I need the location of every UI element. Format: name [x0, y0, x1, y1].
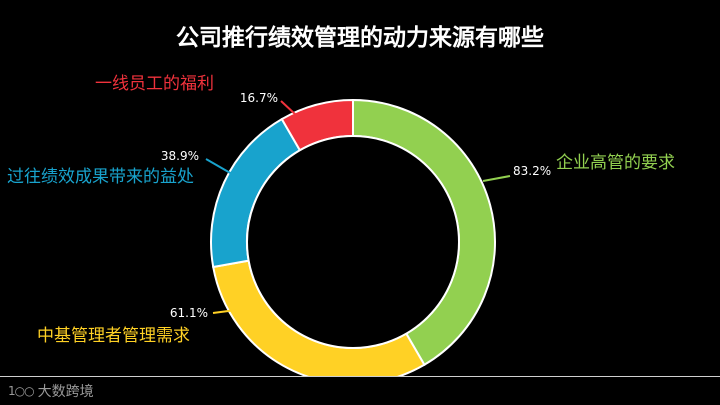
- footer-logo: 1○○ 大数跨境: [8, 380, 94, 402]
- leader-line: [212, 309, 237, 314]
- footer-divider: [0, 376, 720, 377]
- data-label: 83.2%: [513, 164, 551, 178]
- leader-line: [280, 100, 297, 116]
- category-label: 过往绩效成果带来的益处: [7, 167, 194, 187]
- logo-text: 大数跨境: [37, 384, 94, 400]
- data-label: 16.7%: [240, 91, 278, 105]
- leader-line: [482, 175, 511, 182]
- donut-hole: [246, 135, 460, 349]
- data-label: 38.9%: [161, 149, 199, 163]
- donut-chart: 83.2% 企业高管的要求 61.1% 中基管理者管理需求 38.9% 过往绩效成果带来的…: [7, 74, 675, 376]
- leader-line: [205, 158, 233, 175]
- data-label: 61.1%: [170, 306, 208, 320]
- chart-title: 公司推行绩效管理的动力来源有哪些: [176, 25, 544, 51]
- logo-icon: 1○○: [8, 384, 35, 398]
- category-label: 一线员工的福利: [95, 74, 214, 94]
- category-label: 中基管理者管理需求: [37, 326, 190, 346]
- category-label: 企业高管的要求: [556, 153, 675, 173]
